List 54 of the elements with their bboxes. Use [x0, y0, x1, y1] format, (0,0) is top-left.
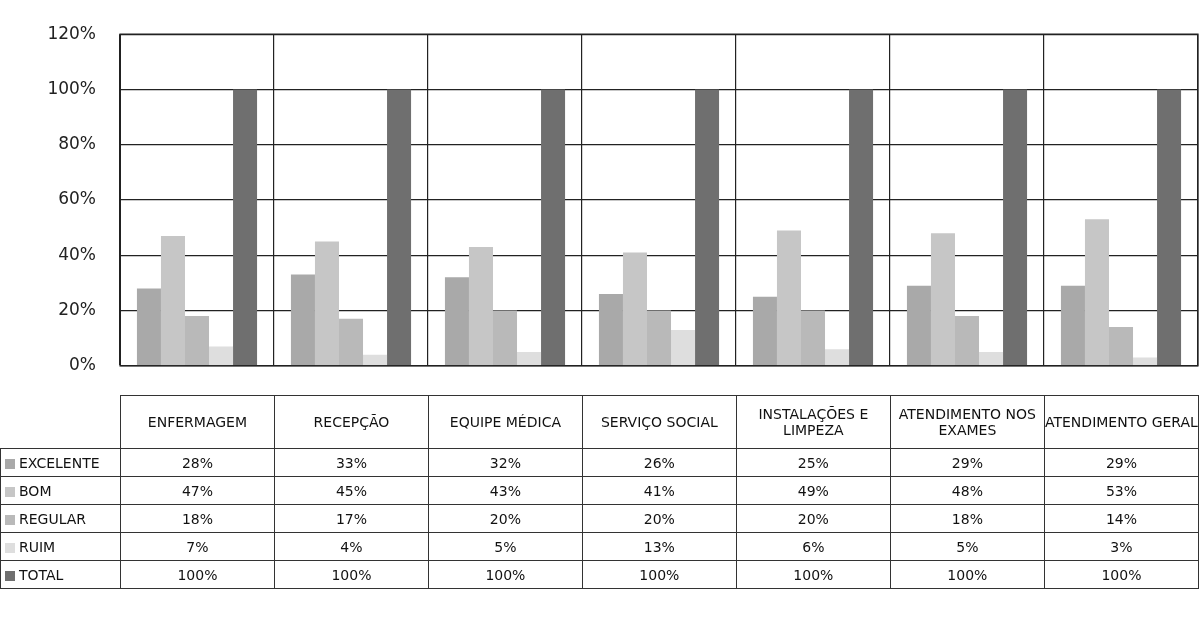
data-label: 20%	[582, 504, 737, 533]
x-tick-label: RECEPÇÃO	[274, 395, 429, 449]
data-label: 7%	[120, 532, 275, 561]
data-label: 14%	[1044, 504, 1199, 533]
legend-label: EXCELENTE	[0, 448, 121, 477]
legend-label: TOTAL	[0, 560, 121, 589]
data-label: 18%	[890, 504, 1045, 533]
data-label: 100%	[582, 560, 737, 589]
data-label: 32%	[428, 448, 583, 477]
data-label: 49%	[736, 476, 891, 505]
data-label: 48%	[890, 476, 1045, 505]
data-label: 25%	[736, 448, 891, 477]
data-label: 5%	[428, 532, 583, 561]
x-tick-label: INSTALAÇÕES E LIMPEZA	[736, 395, 891, 449]
data-label: 20%	[736, 504, 891, 533]
y-tick-label: 20%	[58, 298, 96, 319]
data-label: 4%	[274, 532, 429, 561]
data-label: 29%	[890, 448, 1045, 477]
x-tick-label: ATENDIMENTO GERAL	[1044, 395, 1199, 449]
data-label: 5%	[890, 532, 1045, 561]
data-label: 28%	[120, 448, 275, 477]
data-label: 53%	[1044, 476, 1199, 505]
legend-label: BOM	[0, 476, 121, 505]
data-label: 3%	[1044, 532, 1199, 561]
y-tick-label: 120%	[47, 22, 96, 43]
data-label: 45%	[274, 476, 429, 505]
data-label: 29%	[1044, 448, 1199, 477]
data-label: 100%	[890, 560, 1045, 589]
data-label: 43%	[428, 476, 583, 505]
data-label: 33%	[274, 448, 429, 477]
data-label: 17%	[274, 504, 429, 533]
data-label: 100%	[736, 560, 891, 589]
y-tick-label: 100%	[47, 77, 96, 98]
y-tick-label: 0%	[69, 354, 96, 375]
data-label: 6%	[736, 532, 891, 561]
data-label: 100%	[274, 560, 429, 589]
x-tick-label: ENFERMAGEM	[120, 395, 275, 449]
y-tick-label: 60%	[58, 188, 96, 209]
y-tick-label: 80%	[58, 133, 96, 154]
legend-label: REGULAR	[0, 504, 121, 533]
x-tick-label: EQUIPE MÉDICA	[428, 395, 583, 449]
data-label: 20%	[428, 504, 583, 533]
x-tick-label: ATENDIMENTO NOS EXAMES	[890, 395, 1045, 449]
y-tick-label: 40%	[58, 243, 96, 264]
data-label: 100%	[1044, 560, 1199, 589]
data-label: 26%	[582, 448, 737, 477]
x-tick-label: SERVIÇO SOCIAL	[582, 395, 737, 449]
data-label: 100%	[428, 560, 583, 589]
data-label: 13%	[582, 532, 737, 561]
legend-label: RUIM	[0, 532, 121, 561]
data-label: 18%	[120, 504, 275, 533]
data-label: 47%	[120, 476, 275, 505]
data-label: 100%	[120, 560, 275, 589]
data-label: 41%	[582, 476, 737, 505]
